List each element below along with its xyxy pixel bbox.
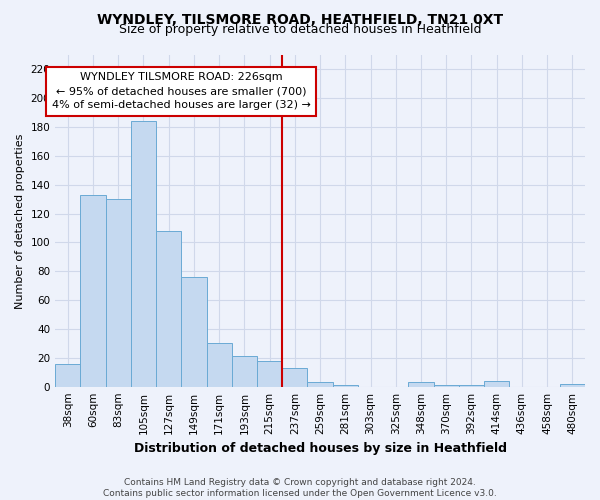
- Bar: [484, 381, 509, 386]
- Bar: [106, 199, 131, 386]
- Bar: [55, 364, 80, 386]
- Bar: [257, 360, 282, 386]
- Bar: [434, 385, 459, 386]
- Text: Contains HM Land Registry data © Crown copyright and database right 2024.
Contai: Contains HM Land Registry data © Crown c…: [103, 478, 497, 498]
- Bar: [181, 277, 206, 386]
- Bar: [282, 368, 307, 386]
- Bar: [80, 195, 106, 386]
- Bar: [307, 382, 332, 386]
- Y-axis label: Number of detached properties: Number of detached properties: [15, 133, 25, 308]
- Bar: [206, 344, 232, 386]
- Text: WYNDLEY, TILSMORE ROAD, HEATHFIELD, TN21 0XT: WYNDLEY, TILSMORE ROAD, HEATHFIELD, TN21…: [97, 12, 503, 26]
- Bar: [459, 385, 484, 386]
- Bar: [131, 122, 156, 386]
- Bar: [232, 356, 257, 386]
- Text: Size of property relative to detached houses in Heathfield: Size of property relative to detached ho…: [119, 22, 481, 36]
- Bar: [560, 384, 585, 386]
- Bar: [409, 382, 434, 386]
- Text: WYNDLEY TILSMORE ROAD: 226sqm
← 95% of detached houses are smaller (700)
4% of s: WYNDLEY TILSMORE ROAD: 226sqm ← 95% of d…: [52, 72, 311, 110]
- X-axis label: Distribution of detached houses by size in Heathfield: Distribution of detached houses by size …: [134, 442, 506, 455]
- Bar: [332, 385, 358, 386]
- Bar: [156, 231, 181, 386]
